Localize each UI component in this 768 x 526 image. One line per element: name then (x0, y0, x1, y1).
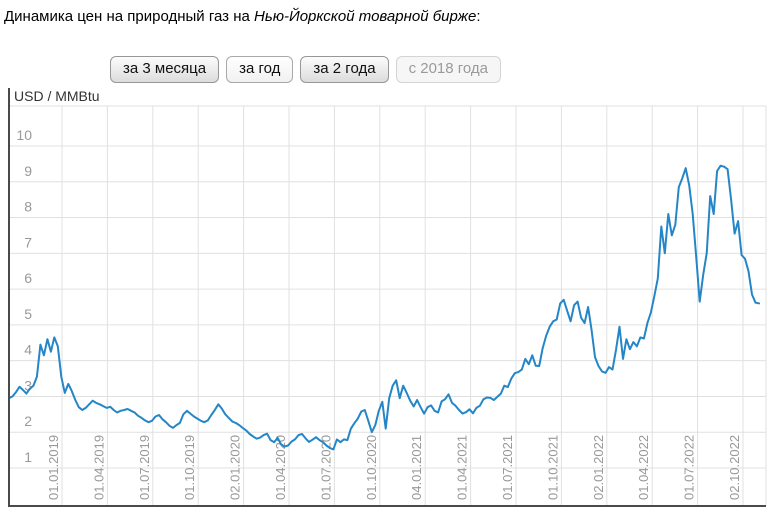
range-button-3-months[interactable]: за 3 месяца (110, 56, 220, 83)
y-tick-label: 6 (24, 270, 32, 286)
range-button-group: за 3 месяца за год за 2 года с 2018 года (110, 56, 502, 83)
y-tick-label: 8 (24, 199, 32, 215)
x-tick-label: 01.07.2022 (682, 435, 697, 500)
x-tick-label: 01.04.2021 (455, 435, 470, 500)
price-line (8, 164, 760, 451)
y-tick-label: 10 (16, 127, 32, 143)
range-button-1-year[interactable]: за год (226, 56, 294, 83)
range-button-since-2018[interactable]: с 2018 года (395, 56, 502, 83)
y-tick-label: 5 (24, 306, 32, 322)
price-chart-svg: 10 9 8 7 6 5 4 3 2 1 01.01.2019 01.04.2019 01.07.201… (8, 88, 767, 507)
x-tick-label: 01.10.2019 (182, 435, 197, 500)
page-title-emphasis: Нью-Йоркской товарной бирже (253, 8, 477, 25)
y-tick-label: 7 (24, 234, 32, 250)
x-tick-label: 01.01.2019 (46, 435, 61, 500)
x-tick-label: 04.01.2021 (409, 435, 424, 500)
range-button-2-years[interactable]: за 2 года (300, 56, 389, 83)
y-tick-label: 4 (24, 342, 32, 358)
y-tick-label: 2 (24, 413, 32, 429)
page-title: Динамика цен на природный газ на Нью-Йор… (4, 8, 481, 25)
y-axis-unit-label: USD / MMBtu (14, 88, 100, 104)
x-tick-label: 01.07.2020 (318, 435, 333, 500)
x-tick-label: 01.10.2021 (545, 435, 560, 500)
x-tick-label: 01.04.2022 (636, 435, 651, 500)
x-tick-label: 01.04.2020 (273, 435, 288, 500)
x-tick-label: 02.10.2022 (727, 435, 742, 500)
x-tick-label: 01.04.2019 (91, 435, 106, 500)
page-title-suffix: : (476, 8, 481, 25)
price-chart: 10 9 8 7 6 5 4 3 2 1 01.01.2019 01.04.2019 01.07.201… (0, 86, 768, 510)
y-tick-label: 1 (24, 449, 32, 465)
x-tick-label: 02.01.2020 (228, 435, 243, 500)
x-tick-label: 01.10.2020 (364, 435, 379, 500)
y-tick-label: 3 (24, 377, 32, 393)
x-tick-label: 01.07.2019 (137, 435, 152, 500)
x-tick-label: 01.07.2021 (500, 435, 515, 500)
y-tick-label: 9 (24, 163, 32, 179)
page-title-prefix: Динамика цен на природный газ на (4, 8, 254, 25)
x-tick-label: 02.01.2022 (591, 435, 606, 500)
